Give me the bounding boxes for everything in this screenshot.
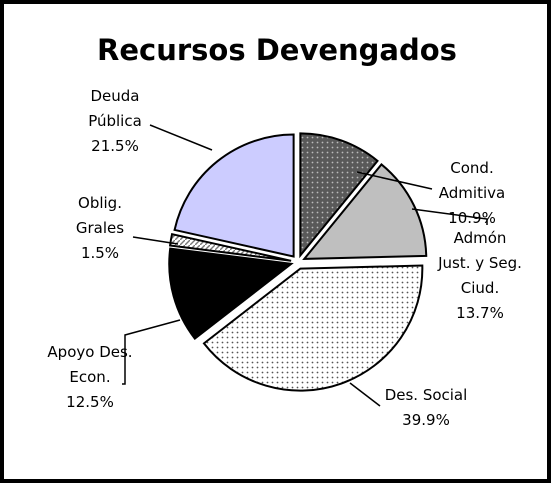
slice-label: Cond. Admitiva	[439, 159, 505, 202]
chart-title: Recursos Devengados	[97, 33, 457, 67]
leader-line	[149, 124, 213, 151]
leader-line	[132, 236, 179, 245]
label-line: Cond.	[450, 159, 493, 177]
slice-label: Admón Just. y Seg. Ciud.	[437, 229, 522, 297]
pie-slice	[202, 264, 424, 392]
pie-slice	[173, 133, 295, 258]
label-line: Econ.	[69, 368, 110, 386]
value-label: 12.5%	[66, 393, 114, 411]
pie-slice	[168, 232, 292, 262]
value-label: 1.5%	[81, 244, 119, 262]
value-label: 21.5%	[91, 137, 139, 155]
label-line: Des. Social	[385, 386, 468, 404]
label-line: Just. y Seg.	[437, 254, 522, 272]
slice-label: Deuda Pública	[88, 87, 142, 130]
leader-line	[356, 171, 433, 190]
label-line: Oblig.	[78, 194, 122, 212]
slice-label: Des. Social	[385, 386, 468, 404]
value-label: 39.9%	[402, 411, 450, 429]
label-line: Pública	[88, 112, 142, 130]
leader-line	[411, 208, 488, 225]
label-line: Deuda	[91, 87, 140, 105]
label-line: Grales	[76, 219, 124, 237]
label-line: Ciud.	[461, 279, 499, 297]
leader-line	[122, 319, 181, 385]
leader-line	[349, 382, 381, 407]
slice-label: Apoyo Des. Econ.	[47, 343, 132, 386]
label-line: Admitiva	[439, 184, 505, 202]
label-line: Admón	[454, 229, 507, 247]
slice-label: Oblig. Grales	[76, 194, 124, 237]
pie-slice	[299, 132, 379, 259]
value-label: 13.7%	[456, 304, 504, 322]
pie-slice	[302, 163, 428, 260]
pie-slice	[168, 247, 294, 341]
label-line: Apoyo Des.	[47, 343, 132, 361]
value-label: 10.9%	[448, 209, 496, 227]
